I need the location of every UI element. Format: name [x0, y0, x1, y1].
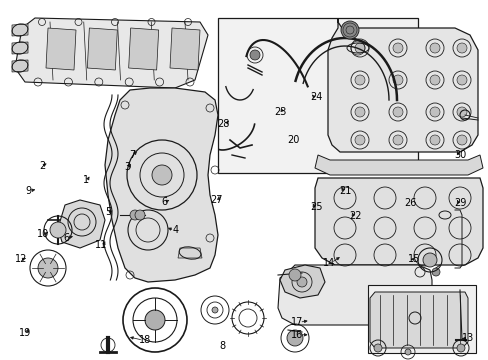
- Circle shape: [340, 21, 358, 39]
- Text: 18: 18: [139, 335, 151, 345]
- Polygon shape: [58, 200, 105, 248]
- Text: 4: 4: [172, 225, 178, 235]
- Text: 11: 11: [95, 240, 107, 250]
- Text: 6: 6: [161, 197, 167, 207]
- Circle shape: [456, 43, 466, 53]
- Polygon shape: [46, 28, 76, 70]
- Polygon shape: [12, 60, 28, 72]
- Circle shape: [392, 107, 402, 117]
- Polygon shape: [87, 28, 117, 70]
- Text: 21: 21: [339, 186, 351, 196]
- Text: 12: 12: [15, 254, 27, 264]
- Polygon shape: [12, 42, 28, 54]
- Circle shape: [373, 344, 381, 352]
- Circle shape: [422, 253, 436, 267]
- Text: 28: 28: [217, 119, 229, 129]
- Circle shape: [145, 310, 164, 330]
- Circle shape: [354, 43, 364, 53]
- Text: 30: 30: [454, 150, 466, 160]
- Circle shape: [456, 135, 466, 145]
- Polygon shape: [105, 88, 218, 282]
- Bar: [367, 285, 475, 353]
- Circle shape: [404, 349, 410, 355]
- Circle shape: [249, 50, 260, 60]
- Circle shape: [456, 344, 464, 352]
- Text: 27: 27: [210, 195, 223, 205]
- Circle shape: [429, 75, 439, 85]
- Polygon shape: [280, 265, 325, 298]
- Polygon shape: [12, 24, 28, 36]
- Text: 19: 19: [19, 328, 31, 338]
- Text: 13: 13: [461, 333, 473, 343]
- Circle shape: [354, 135, 364, 145]
- Text: 3: 3: [124, 162, 131, 172]
- Circle shape: [392, 43, 402, 53]
- Circle shape: [429, 43, 439, 53]
- Text: 6: 6: [63, 233, 70, 243]
- Circle shape: [431, 268, 439, 276]
- Text: 20: 20: [286, 135, 299, 145]
- Text: 15: 15: [407, 254, 420, 264]
- Polygon shape: [327, 18, 477, 152]
- Polygon shape: [369, 292, 467, 348]
- Circle shape: [212, 307, 218, 313]
- Text: 24: 24: [310, 92, 322, 102]
- Bar: [218, 18, 417, 173]
- Text: 7: 7: [129, 150, 136, 160]
- Text: 8: 8: [219, 341, 225, 351]
- Circle shape: [286, 330, 303, 346]
- Circle shape: [135, 210, 145, 220]
- Text: 14: 14: [322, 258, 334, 268]
- Circle shape: [38, 258, 58, 278]
- Text: 29: 29: [454, 198, 466, 208]
- Circle shape: [152, 165, 172, 185]
- Polygon shape: [314, 178, 482, 265]
- Circle shape: [429, 135, 439, 145]
- Circle shape: [288, 269, 301, 281]
- Text: 10: 10: [37, 229, 49, 239]
- Circle shape: [392, 75, 402, 85]
- Text: 17: 17: [290, 317, 303, 327]
- Text: 5: 5: [105, 207, 111, 217]
- Polygon shape: [278, 265, 431, 325]
- Polygon shape: [128, 28, 158, 70]
- Polygon shape: [178, 248, 202, 258]
- Text: 26: 26: [404, 198, 416, 208]
- Circle shape: [456, 107, 466, 117]
- Circle shape: [392, 135, 402, 145]
- Circle shape: [354, 107, 364, 117]
- Text: 22: 22: [348, 211, 361, 221]
- Polygon shape: [314, 155, 482, 175]
- Text: 25: 25: [309, 202, 322, 212]
- Text: 23: 23: [273, 107, 285, 117]
- Text: 2: 2: [39, 161, 45, 171]
- Polygon shape: [15, 18, 207, 88]
- Circle shape: [354, 75, 364, 85]
- Circle shape: [429, 107, 439, 117]
- Circle shape: [296, 277, 306, 287]
- Circle shape: [50, 222, 66, 238]
- Circle shape: [130, 210, 140, 220]
- Polygon shape: [170, 28, 200, 70]
- Circle shape: [456, 75, 466, 85]
- Text: 9: 9: [25, 186, 32, 196]
- Text: 1: 1: [83, 175, 89, 185]
- Text: 16: 16: [290, 330, 303, 340]
